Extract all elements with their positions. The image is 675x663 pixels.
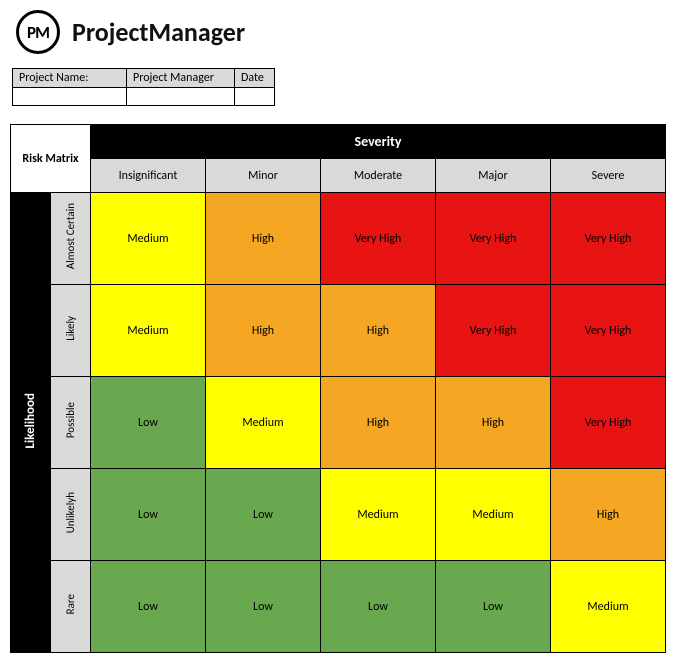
risk-cell: Low: [436, 561, 551, 653]
meta-value-project-manager[interactable]: [127, 88, 235, 106]
risk-cell: Very High: [551, 377, 666, 469]
risk-cell: Medium: [436, 469, 551, 561]
risk-cell: High: [206, 285, 321, 377]
likelihood-header: Likelihood: [11, 193, 51, 653]
risk-matrix: Risk Matrix Severity Insignificant Minor…: [10, 124, 666, 653]
risk-cell: Low: [206, 469, 321, 561]
risk-cell: Medium: [551, 561, 666, 653]
meta-header-project-name: Project Name:: [13, 69, 127, 88]
likelihood-level: Almost Certain: [51, 193, 91, 285]
risk-cell: High: [321, 377, 436, 469]
severity-header: Severity: [91, 125, 666, 159]
likelihood-level: Likely: [51, 285, 91, 377]
likelihood-level: Unlikelyh: [51, 469, 91, 561]
risk-cell: Low: [91, 377, 206, 469]
risk-cell: High: [206, 193, 321, 285]
risk-cell: Medium: [206, 377, 321, 469]
risk-cell: High: [321, 285, 436, 377]
matrix-title: Risk Matrix: [11, 125, 91, 193]
severity-level: Severe: [551, 159, 666, 193]
risk-cell: Medium: [321, 469, 436, 561]
risk-cell: Low: [91, 561, 206, 653]
risk-cell: Very High: [321, 193, 436, 285]
matrix-row: Likelihood Almost Certain Medium High Ve…: [11, 193, 666, 285]
logo-badge: PM: [16, 10, 60, 54]
risk-cell: High: [551, 469, 666, 561]
matrix-row: Unlikelyh Low Low Medium Medium High: [11, 469, 666, 561]
project-meta-table: Project Name: Project Manager Date: [12, 68, 275, 106]
risk-cell: Low: [91, 469, 206, 561]
matrix-row: Rare Low Low Low Low Medium: [11, 561, 666, 653]
meta-value-date[interactable]: [235, 88, 275, 106]
severity-level: Major: [436, 159, 551, 193]
matrix-row: Possible Low Medium High High Very High: [11, 377, 666, 469]
logo: PM ProjectManager: [16, 10, 665, 54]
likelihood-level: Rare: [51, 561, 91, 653]
risk-cell: Low: [321, 561, 436, 653]
risk-cell: Very High: [436, 285, 551, 377]
likelihood-level: Possible: [51, 377, 91, 469]
logo-text: ProjectManager: [72, 16, 245, 48]
risk-cell: Very High: [551, 285, 666, 377]
risk-cell: Low: [206, 561, 321, 653]
risk-cell: High: [436, 377, 551, 469]
risk-cell: Medium: [91, 193, 206, 285]
meta-value-project-name[interactable]: [13, 88, 127, 106]
risk-cell: Very High: [551, 193, 666, 285]
severity-level: Minor: [206, 159, 321, 193]
meta-header-project-manager: Project Manager: [127, 69, 235, 88]
risk-cell: Very High: [436, 193, 551, 285]
severity-level: Insignificant: [91, 159, 206, 193]
risk-cell: Medium: [91, 285, 206, 377]
meta-header-date: Date: [235, 69, 275, 88]
matrix-row: Likely Medium High High Very High Very H…: [11, 285, 666, 377]
severity-level: Moderate: [321, 159, 436, 193]
